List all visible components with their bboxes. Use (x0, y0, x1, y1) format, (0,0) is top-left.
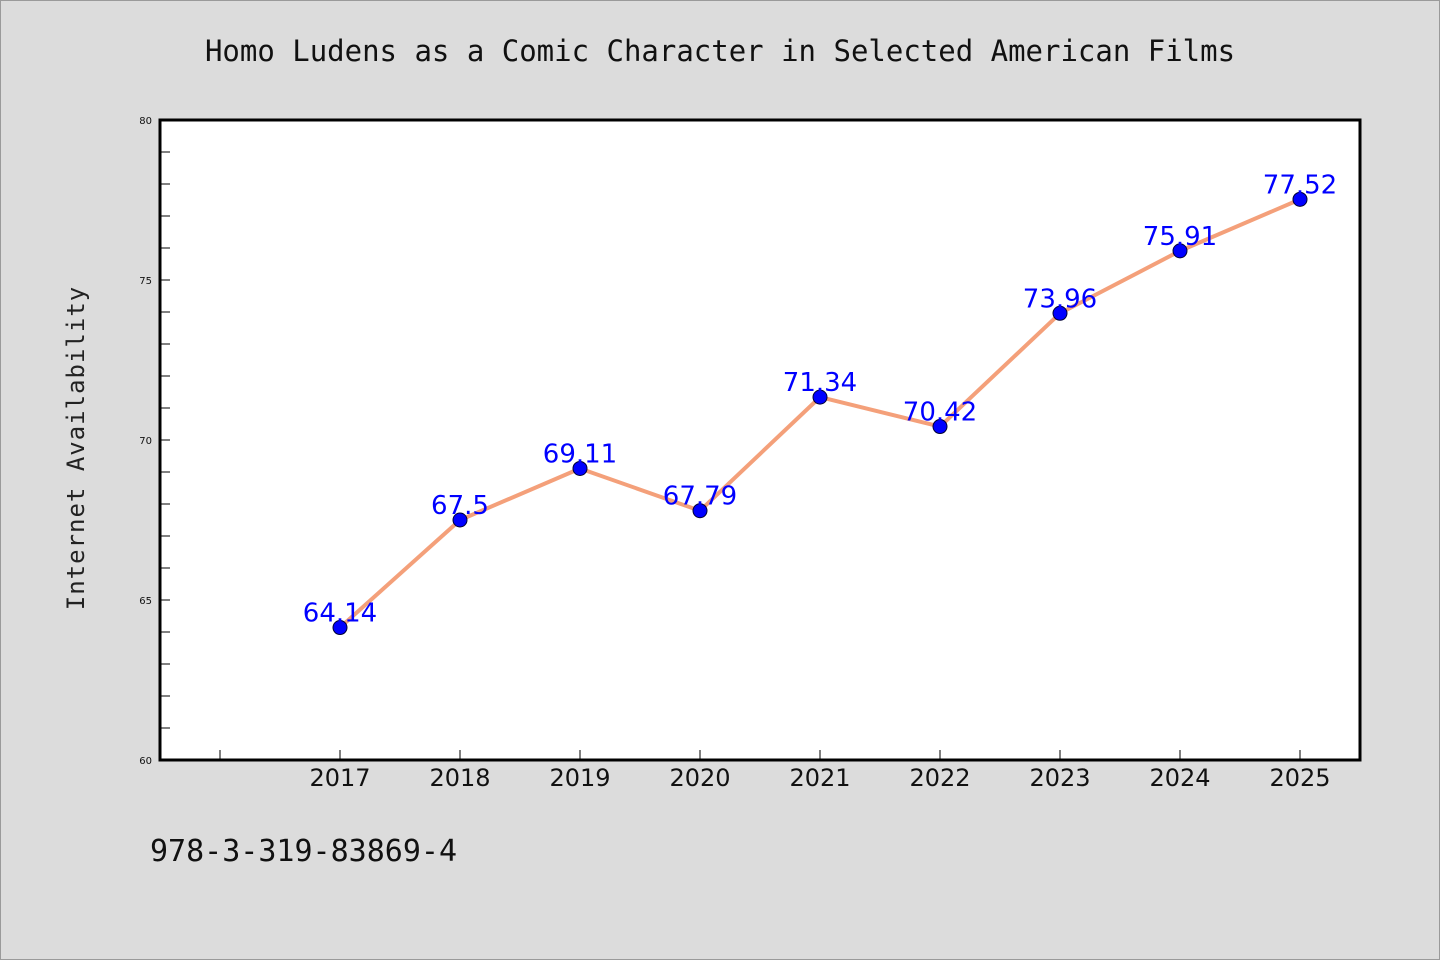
data-point (1292, 191, 1308, 207)
data-label: 64.14 (303, 599, 377, 629)
x-axis: 2017 2018 2019 2020 2021 2022 2023 2024 2025 (219, 750, 1331, 792)
data-point (452, 512, 468, 528)
isbn-code: 978-3-319-83869-4 (150, 834, 458, 869)
data-point (332, 620, 348, 636)
x-tick-label: 2021 (789, 764, 850, 792)
data-label: 69.11 (543, 439, 617, 469)
data-point (932, 419, 948, 435)
y-tick-label: 65 (139, 596, 152, 607)
data-label: 70.42 (903, 398, 977, 428)
data-point (692, 503, 708, 519)
series-group: 64.14 67.5 69.11 67.79 71.34 70.42 73.96 75.91 7… (303, 170, 1337, 636)
y-tick-label: 80 (139, 116, 152, 127)
data-label: 71.34 (783, 368, 857, 398)
y-axis: 60 65 70 75 80 (139, 116, 170, 767)
data-point (1172, 243, 1188, 259)
data-label: 73.96 (1023, 284, 1097, 314)
data-point (572, 460, 588, 476)
data-label: 77.52 (1263, 170, 1337, 200)
x-tick-label: 2020 (669, 764, 730, 792)
x-tick-label: 2018 (429, 764, 490, 792)
data-label: 67.79 (663, 482, 737, 512)
data-label: 75.91 (1143, 222, 1217, 252)
data-label: 67.5 (431, 491, 489, 521)
x-tick-label: 2017 (309, 764, 370, 792)
y-tick-label: 60 (139, 756, 152, 767)
data-point (1052, 305, 1068, 321)
x-tick-label: 2023 (1029, 764, 1090, 792)
data-point (812, 389, 828, 405)
plot-area (158, 118, 1362, 762)
chart-title: Homo Ludens as a Comic Character in Sele… (204, 34, 1236, 68)
x-tick-label: 2022 (909, 764, 970, 792)
y-tick-label: 70 (139, 436, 152, 447)
x-tick-label: 2019 (549, 764, 610, 792)
x-tick-label: 2024 (1149, 764, 1210, 792)
x-tick-label: 2025 (1269, 764, 1330, 792)
y-tick-label: 75 (139, 276, 152, 287)
